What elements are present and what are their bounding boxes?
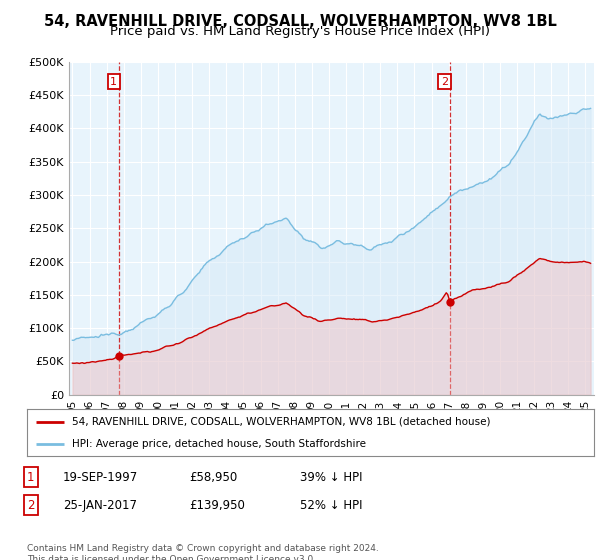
Text: 39% ↓ HPI: 39% ↓ HPI — [300, 470, 362, 484]
Text: 54, RAVENHILL DRIVE, CODSALL, WOLVERHAMPTON, WV8 1BL: 54, RAVENHILL DRIVE, CODSALL, WOLVERHAMP… — [44, 14, 556, 29]
Text: 1: 1 — [110, 77, 118, 87]
Text: 19-SEP-1997: 19-SEP-1997 — [63, 470, 138, 484]
Text: 54, RAVENHILL DRIVE, CODSALL, WOLVERHAMPTON, WV8 1BL (detached house): 54, RAVENHILL DRIVE, CODSALL, WOLVERHAMP… — [73, 417, 491, 427]
Text: HPI: Average price, detached house, South Staffordshire: HPI: Average price, detached house, Sout… — [73, 438, 367, 449]
Text: 2: 2 — [27, 498, 35, 512]
Text: 2: 2 — [441, 77, 448, 87]
Text: £58,950: £58,950 — [189, 470, 237, 484]
Text: Contains HM Land Registry data © Crown copyright and database right 2024.
This d: Contains HM Land Registry data © Crown c… — [27, 544, 379, 560]
Text: 52% ↓ HPI: 52% ↓ HPI — [300, 498, 362, 512]
Text: 25-JAN-2017: 25-JAN-2017 — [63, 498, 137, 512]
Text: £139,950: £139,950 — [189, 498, 245, 512]
Text: 1: 1 — [27, 470, 35, 484]
Text: Price paid vs. HM Land Registry's House Price Index (HPI): Price paid vs. HM Land Registry's House … — [110, 25, 490, 38]
